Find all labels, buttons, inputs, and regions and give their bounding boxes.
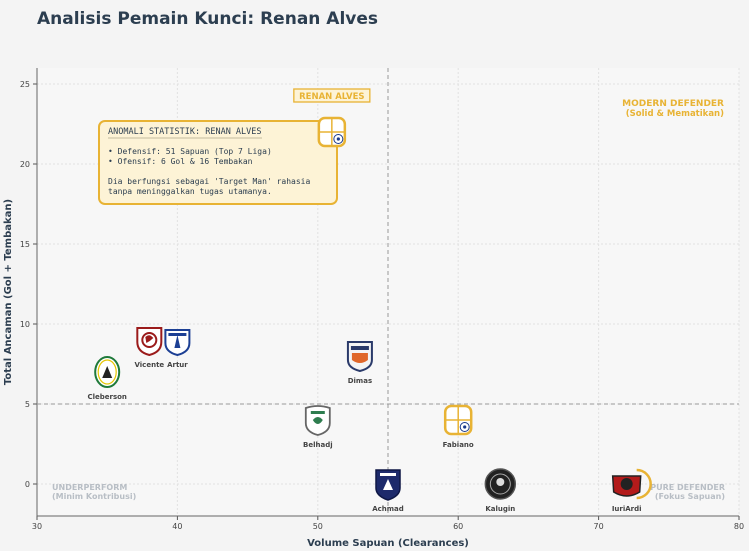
y-tick-label: 5 [25,400,30,409]
chart-title: Analisis Pemain Kunci: Renan Alves [37,9,379,29]
quadrant-title-bottom-left: UNDERPERFORM [52,483,127,492]
y-tick-label: 25 [20,80,30,89]
quadrant-subtitle-bottom-right: (Fokus Sapuan) [655,492,725,501]
highlight-label: RENAN ALVES [299,92,364,102]
annotation-line: tanpa meninggalkan tugas utamanya. [108,187,272,196]
quadrant-title-top-right: MODERN DEFENDER [622,99,724,109]
data-point-vicente[interactable]: Vicente [134,327,164,369]
point-label: Fabiano [443,441,474,449]
data-point-dimas[interactable]: Dimas [346,341,373,385]
annotation-line: Dia berfungsi sebagai 'Target Man' rahas… [108,177,310,186]
point-label: Kalugin [485,505,515,513]
y-tick-label: 0 [25,480,30,489]
annotation-title: ANOMALI STATISTIK: RENAN ALVES [108,127,262,137]
x-tick-label: 30 [32,522,42,531]
annotation-box [98,120,338,205]
point-label: Cleberson [87,393,126,401]
x-tick-label: 70 [594,522,604,531]
quadrant-subtitle-bottom-left: (Minim Kontribusi) [52,492,136,501]
point-label: Belhadj [303,441,333,449]
data-point-cleberson[interactable]: Cleberson [87,356,127,401]
x-axis-label: Volume Sapuan (Clearances) [307,538,469,549]
x-tick-label: 40 [172,522,182,531]
y-axis-label: Total Ancaman (Gol + Tembakan) [3,199,14,385]
point-label: Vicente [134,361,164,369]
x-tick-label: 80 [734,522,744,531]
quadrant-title-bottom-right: PURE DEFENDER [650,483,725,492]
y-tick-label: 15 [20,240,30,249]
highlight-label-box [293,88,371,103]
y-tick-label: 20 [20,160,30,169]
x-tick-label: 50 [313,522,323,531]
data-point-fabiano[interactable]: Fabiano [443,404,474,449]
data-point-kalugin[interactable]: Kalugin [484,468,517,513]
point-label: Dimas [348,377,372,385]
point-label: IuriArdi [612,505,642,513]
point-label: Artur [167,361,188,369]
annotation-line: • Defensif: 51 Sapuan (Top 7 Liga) [108,147,272,156]
data-point-renan-alves[interactable] [317,116,347,148]
x-tick-label: 60 [453,522,463,531]
data-point-artur[interactable]: Artur [164,329,191,369]
data-point-belhadj[interactable]: Belhadj [303,405,333,449]
annotation-line: • Ofensif: 6 Gol & 16 Tembakan [108,157,253,166]
y-tick-label: 10 [20,320,30,329]
data-point-iuriardi[interactable]: IuriArdi [612,468,652,513]
point-label: Achmad [372,505,404,513]
data-point-achmad[interactable]: Achmad [372,469,404,513]
quadrant-subtitle-top-right: (Solid & Mematikan) [626,109,724,119]
